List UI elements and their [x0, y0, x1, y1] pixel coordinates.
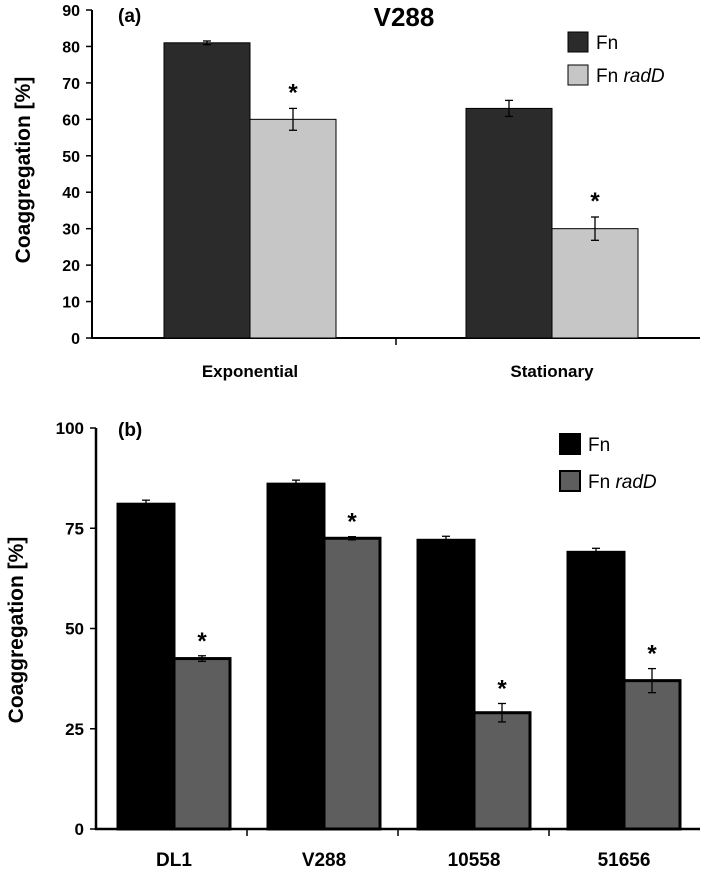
bar-radd-v288 — [322, 536, 382, 831]
bar-wt-dl1 — [116, 502, 176, 831]
x-tick-label: DL1 — [156, 850, 192, 871]
legend-label: Fn radD — [596, 66, 665, 87]
chart-b: (b) Coaggregation [%] * * * * 0 25 50 75 100 DL… — [5, 419, 700, 871]
legend-swatch — [567, 64, 589, 86]
x-tick-label: Stationary — [510, 362, 594, 381]
y-ticks-b: 0 25 50 75 100 — [56, 419, 96, 839]
significance-star: * — [288, 79, 298, 106]
legend-b: Fn Fn radD — [559, 433, 657, 493]
legend-label: Fn — [588, 435, 610, 456]
y-tick-label: 0 — [71, 331, 80, 348]
legend-swatch — [567, 31, 589, 53]
legend-label: Fn radD — [588, 472, 657, 493]
bar-wt-exponential — [163, 42, 251, 339]
y-tick-label: 50 — [62, 149, 80, 166]
significance-star: * — [197, 628, 207, 655]
bar-radd-dl1 — [172, 657, 232, 831]
y-tick-label: 90 — [62, 3, 80, 20]
bar-wt-51656 — [566, 550, 626, 831]
bars-a: ** — [163, 40, 639, 339]
y-tick-label: 100 — [56, 419, 84, 438]
panel-label-b: (b) — [118, 420, 142, 441]
y-tick-label: 80 — [62, 39, 80, 56]
y-tick-label: 10 — [62, 295, 80, 312]
panel-label-a: (a) — [118, 6, 141, 27]
chart-title-a: V288 — [374, 2, 435, 32]
bar-wt-10558 — [416, 538, 476, 831]
significance-star: * — [647, 641, 657, 668]
y-tick-label: 40 — [62, 185, 80, 202]
y-tick-label: 20 — [62, 258, 80, 275]
significance-star: * — [347, 509, 357, 536]
legend-swatch — [559, 433, 581, 455]
y-tick-label: 60 — [62, 112, 80, 129]
bar-radd-stationary — [551, 228, 639, 339]
y-tick-label: 75 — [65, 519, 84, 538]
x-tick-label: 51656 — [598, 850, 651, 871]
bar-wt-v288 — [266, 482, 326, 831]
significance-star: * — [497, 675, 507, 702]
bar-radd-10558 — [472, 711, 532, 831]
y-tick-label: 30 — [62, 222, 80, 239]
y-tick-label: 0 — [75, 820, 84, 839]
y-tick-label: 25 — [65, 720, 84, 739]
significance-star: * — [590, 188, 600, 215]
legend-a: Fn Fn radD — [567, 31, 665, 87]
x-tick-label: 10558 — [448, 850, 501, 871]
y-axis-label-b: Coaggregation [%] — [5, 537, 28, 724]
x-tick-label: V288 — [302, 850, 346, 871]
legend-label: Fn — [596, 33, 618, 54]
bars-b: * * * * — [116, 479, 682, 831]
y-tick-label: 70 — [62, 76, 80, 93]
y-tick-label: 50 — [65, 620, 84, 639]
bar-wt-stationary — [465, 107, 553, 339]
x-ticks-b: DL1 V288 10558 51656 — [156, 829, 650, 871]
bar-radd-exponential — [249, 118, 337, 339]
y-ticks-a: 0 10 20 30 40 50 60 70 80 90 — [62, 3, 92, 348]
x-ticks-a: Exponential Stationary — [202, 338, 594, 381]
x-tick-label: Exponential — [202, 362, 298, 381]
bar-radd-51656 — [622, 679, 682, 831]
y-axis-label-a: Coaggregation [%] — [12, 77, 35, 264]
legend-swatch — [559, 470, 581, 492]
chart-a: (a) V288 Coaggregation [%] ** 0102030405… — [12, 2, 700, 381]
